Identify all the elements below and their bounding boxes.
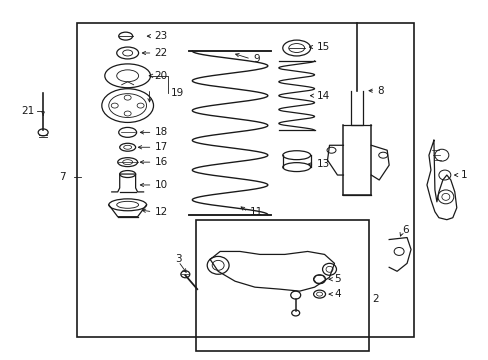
Text: 16: 16 <box>154 157 167 167</box>
Text: 2: 2 <box>371 294 378 304</box>
Text: 22: 22 <box>154 48 167 58</box>
Text: 4: 4 <box>334 289 341 299</box>
Text: 6: 6 <box>401 225 408 235</box>
Text: 8: 8 <box>376 86 383 96</box>
Text: 7: 7 <box>59 172 65 182</box>
Text: 13: 13 <box>316 159 329 169</box>
Text: 17: 17 <box>154 142 167 152</box>
Bar <box>196 220 368 351</box>
Text: 12: 12 <box>154 207 167 217</box>
Text: 11: 11 <box>249 207 263 217</box>
Text: 18: 18 <box>154 127 167 138</box>
Text: 21: 21 <box>21 105 35 116</box>
Text: 14: 14 <box>316 91 329 101</box>
Text: 3: 3 <box>175 255 182 264</box>
Text: 20: 20 <box>154 71 167 81</box>
Text: 5: 5 <box>334 274 341 284</box>
Bar <box>77 23 413 337</box>
Text: 23: 23 <box>154 31 167 41</box>
Text: 10: 10 <box>154 180 167 190</box>
Text: 9: 9 <box>252 54 259 64</box>
Text: 15: 15 <box>316 42 329 52</box>
Text: 1: 1 <box>460 170 467 180</box>
Text: 19: 19 <box>170 88 183 98</box>
